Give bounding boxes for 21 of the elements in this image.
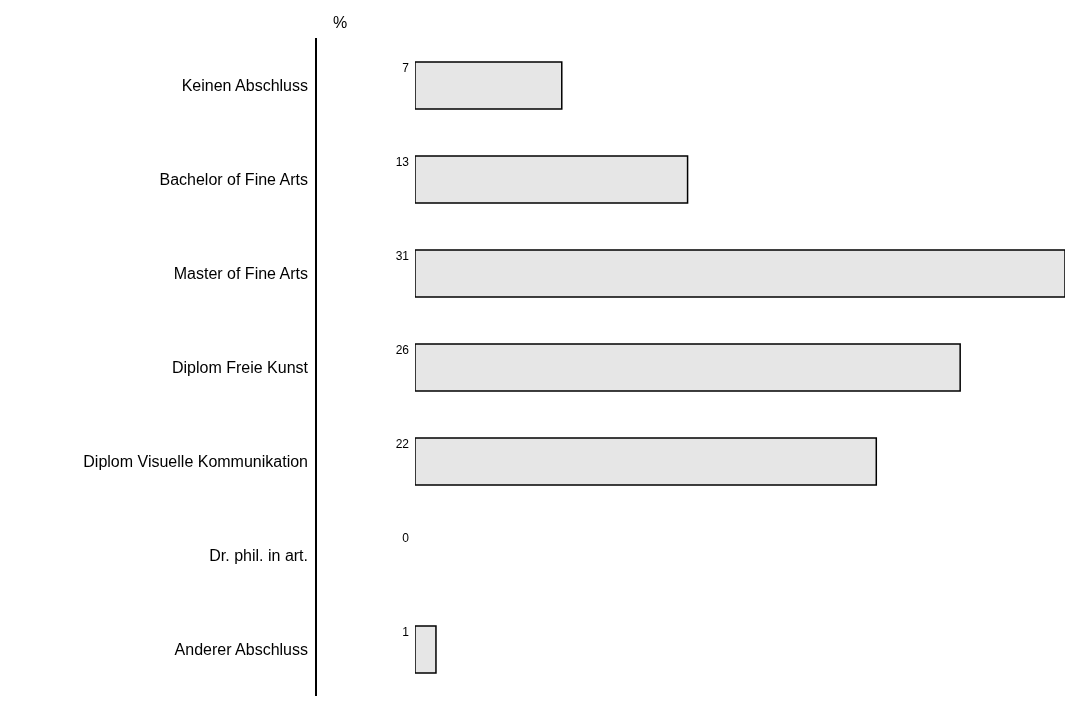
y-tick-label: Keinen Abschluss	[181, 76, 308, 94]
x-axis-title: %	[333, 14, 348, 32]
y-tick-label: Anderer Abschluss	[174, 640, 308, 658]
bar	[415, 155, 689, 204]
y-tick-label: Diplom Freie Kunst	[171, 358, 309, 376]
bar	[415, 61, 563, 110]
data-label: 13	[395, 155, 410, 169]
bar	[415, 249, 1065, 298]
bar	[415, 625, 437, 674]
bar	[415, 437, 878, 486]
y-tick-label: Master of Fine Arts	[173, 264, 308, 282]
bar	[415, 343, 961, 392]
data-label: 0	[402, 531, 410, 545]
data-label: 7	[402, 61, 410, 75]
data-label: 31	[395, 249, 410, 263]
y-tick-label: Dr. phil. in art.	[209, 546, 308, 564]
data-label: 22	[395, 437, 410, 451]
y-tick-label: Bachelor of Fine Arts	[159, 170, 308, 188]
y-tick-label: Diplom Visuelle Kommunikation	[83, 452, 308, 470]
data-label: 26	[395, 343, 410, 357]
data-label: 1	[402, 625, 410, 639]
